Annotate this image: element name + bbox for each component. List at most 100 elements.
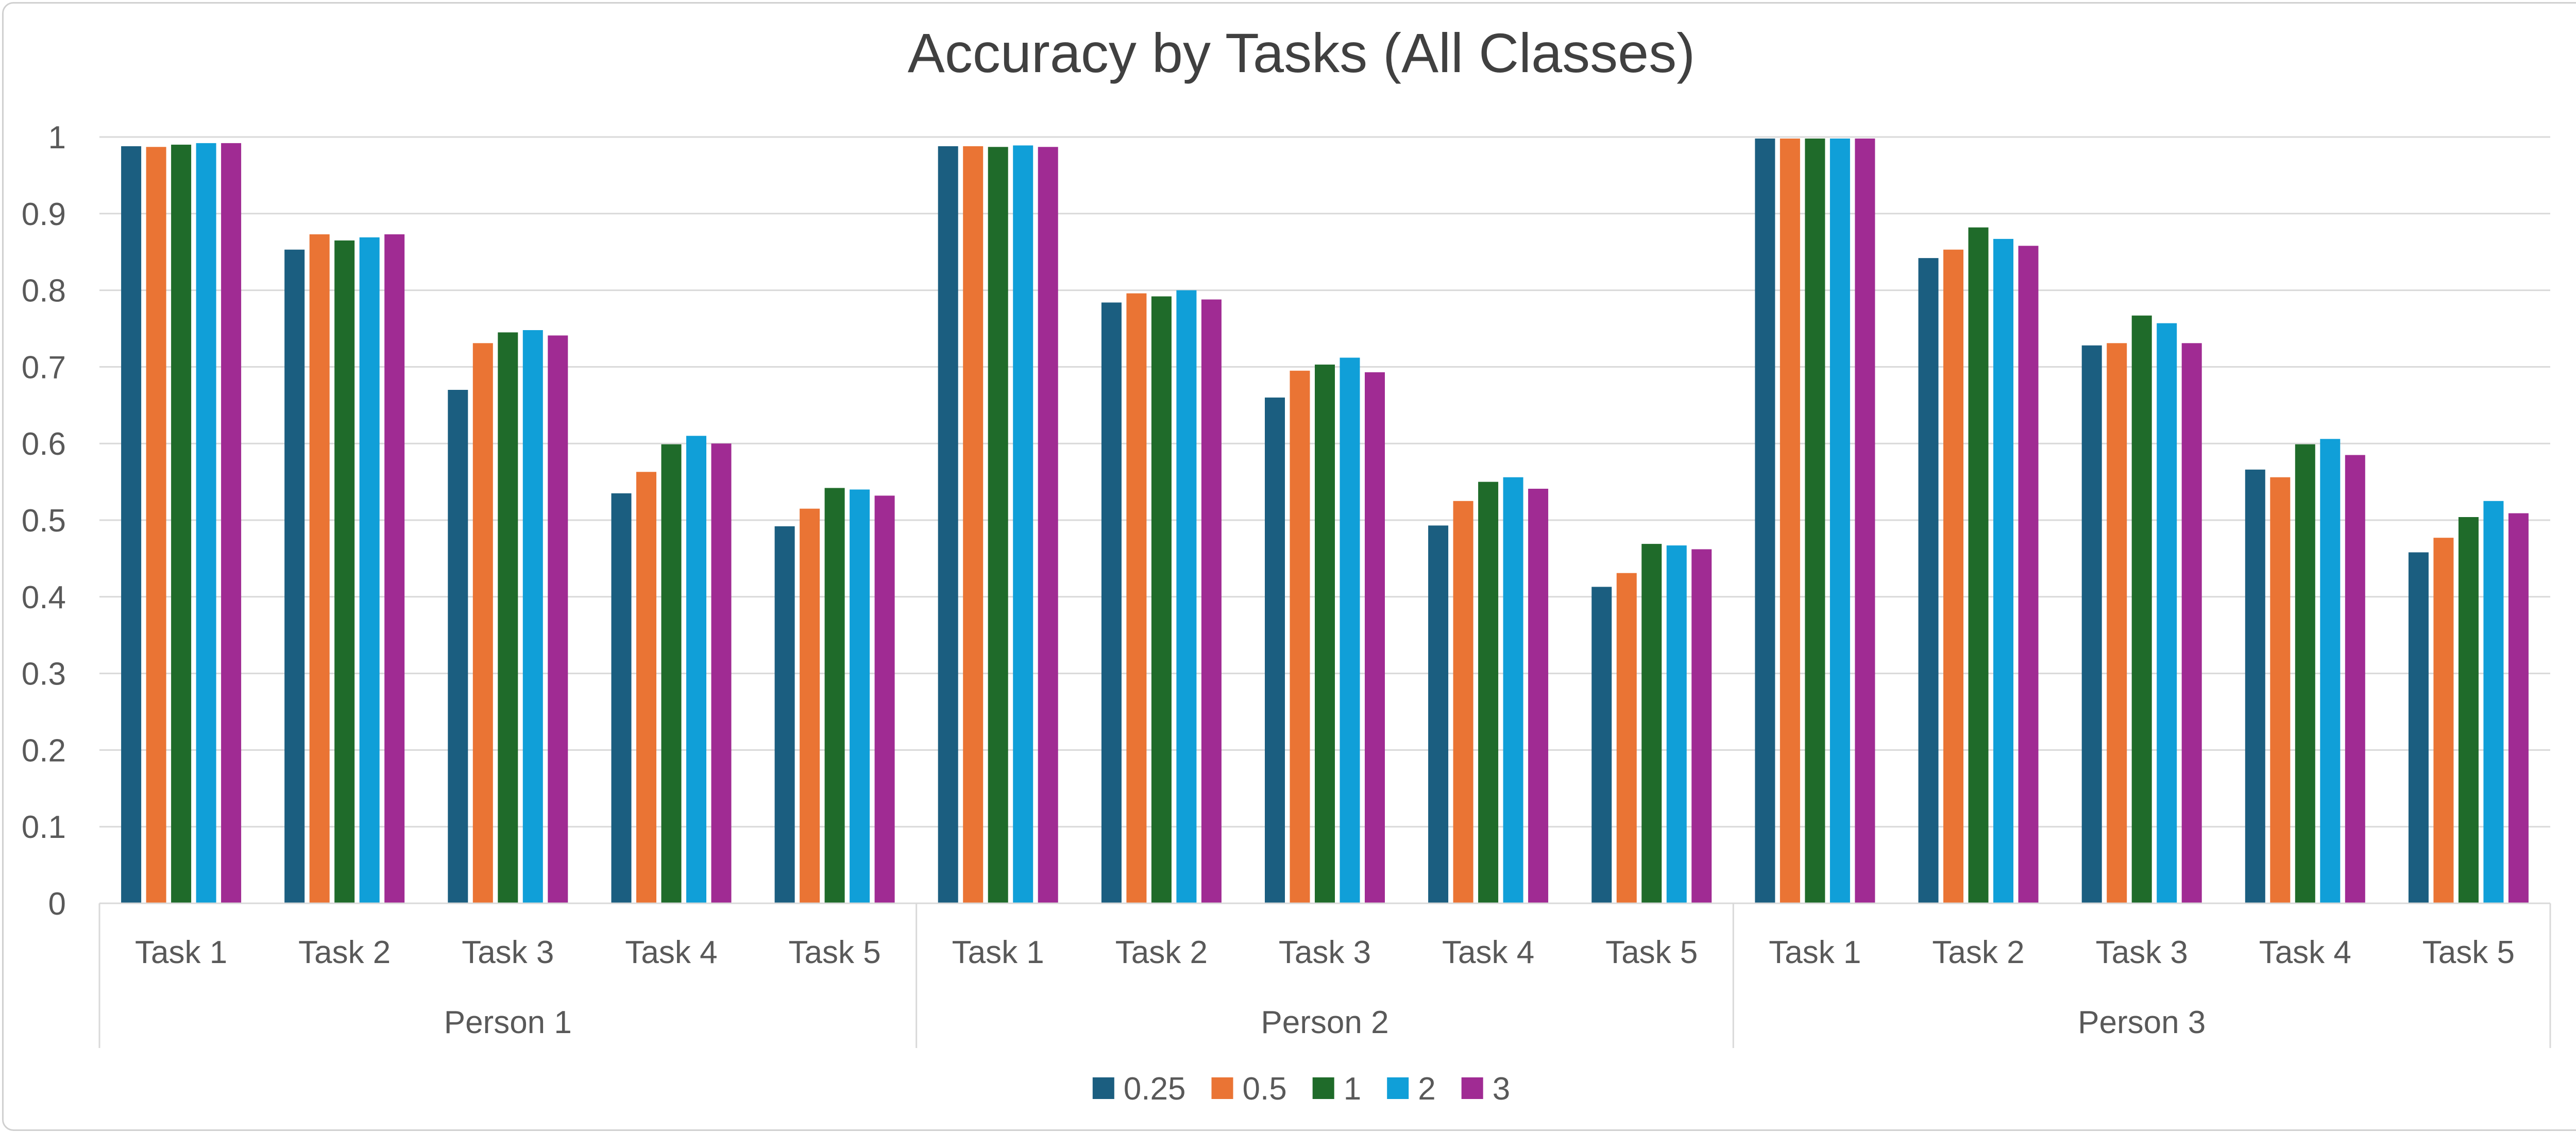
y-tick-label: 0.7 (22, 350, 66, 385)
bar-person-3-task-2-series-3 (2018, 246, 2039, 903)
y-tick-label: 0.8 (22, 273, 66, 309)
x-group-label: Person 2 (1261, 1005, 1388, 1040)
bar-person-1-task-3-series-0.5 (472, 343, 493, 903)
x-category-label: Task 1 (952, 935, 1044, 970)
bars (121, 139, 2529, 904)
legend: 0.25 0.5 1 2 3 (1092, 1071, 1510, 1107)
y-tick-label: 0 (48, 886, 66, 922)
bar-person-3-task-3-series-1 (2131, 315, 2152, 904)
bar-person-1-task-1-series-2 (196, 143, 216, 903)
chart-title: Accuracy by Tasks (All Classes) (908, 22, 1695, 84)
y-tick-label: 0.5 (22, 503, 66, 539)
bar-person-3-task-4-series-3 (2345, 455, 2365, 903)
bar-person-1-task-4-series-0.5 (636, 472, 656, 903)
bar-person-3-task-3-series-0.25 (2081, 345, 2102, 904)
y-tick-label: 0.1 (22, 810, 66, 845)
legend-swatch-2 (1387, 1077, 1409, 1099)
x-category-label: Task 2 (1115, 935, 1208, 970)
bar-person-2-task-2-series-0.25 (1101, 302, 1122, 903)
legend-swatch-3 (1461, 1077, 1483, 1099)
bar-person-2-task-3-series-0.25 (1265, 397, 1285, 903)
bar-person-3-task-2-series-2 (1993, 238, 2013, 903)
y-tick-label: 0.3 (22, 657, 66, 692)
bar-person-1-task-1-series-1 (171, 144, 192, 903)
bar-person-1-task-5-series-1 (824, 488, 845, 903)
bar-person-3-task-4-series-2 (2320, 439, 2341, 903)
bar-person-3-task-2-series-0.25 (1918, 258, 1939, 904)
legend-swatch-0.25 (1092, 1077, 1114, 1099)
bar-person-1-task-3-series-1 (498, 332, 518, 903)
bar-person-2-task-5-series-3 (1691, 549, 1712, 903)
legend-swatch-0.5 (1211, 1077, 1233, 1099)
bar-person-2-task-2-series-1 (1151, 296, 1172, 903)
x-axis: Task 1 Task 2 Task 3 Task 4 Task 5 Person 1 Ta… (98, 902, 2551, 1048)
bar-person-1-task-3-series-3 (548, 335, 568, 903)
bar-person-2-task-5-series-0.5 (1616, 573, 1637, 903)
y-axis-tick-labels: 0 0.1 0.2 0.3 0.4 0.5 0.6 0.7 0.8 0.9 1 (22, 120, 66, 922)
bar-person-2-task-4-series-0.5 (1453, 501, 1473, 903)
bar-person-3-task-1-series-2 (1829, 139, 1850, 903)
bar-person-2-task-2-series-2 (1176, 290, 1197, 903)
bar-person-2-task-3-series-0.5 (1290, 370, 1310, 903)
bar-person-2-task-1-series-3 (1038, 147, 1058, 903)
bar-person-3-task-1-series-0.25 (1755, 139, 1775, 903)
bar-person-2-task-1-series-0.25 (938, 146, 958, 903)
bar-person-3-task-5-series-3 (2508, 513, 2529, 903)
y-tick-label: 0.6 (22, 426, 66, 462)
y-tick-label: 0.9 (22, 197, 66, 232)
bar-person-1-task-2-series-3 (384, 234, 405, 903)
x-category-label: Task 5 (1605, 935, 1698, 970)
bar-person-1-task-2-series-0.5 (309, 234, 330, 903)
x-category-label: Task 2 (1932, 935, 2024, 970)
bar-person-3-task-5-series-0.25 (2408, 552, 2429, 903)
x-category-label: Task 4 (625, 935, 717, 970)
bar-person-3-task-1-series-0.5 (1780, 139, 1800, 903)
bar-person-1-task-2-series-2 (359, 237, 380, 903)
bar-person-1-task-4-series-0.25 (611, 493, 632, 903)
bar-person-3-task-1-series-1 (1805, 139, 1825, 903)
x-category-label: Task 3 (1279, 935, 1371, 970)
x-category-label: Task 3 (2096, 935, 2188, 970)
bar-person-2-task-4-series-0.25 (1428, 525, 1449, 903)
bar-person-2-task-3-series-2 (1340, 357, 1360, 903)
bar-person-1-task-1-series-0.5 (146, 147, 166, 903)
legend-label: 3 (1493, 1071, 1510, 1107)
bar-person-2-task-1-series-1 (988, 147, 1008, 903)
x-category-label: Task 4 (2259, 935, 2351, 970)
bar-person-1-task-1-series-3 (221, 143, 242, 903)
x-group-label: Person 3 (2078, 1005, 2206, 1040)
bar-person-2-task-2-series-0.5 (1126, 293, 1147, 903)
bar-person-1-task-4-series-1 (661, 444, 682, 903)
x-category-label: Task 2 (298, 935, 391, 970)
bar-person-1-task-1-series-0.25 (121, 146, 142, 903)
bar-person-3-task-5-series-1 (2458, 517, 2479, 903)
bar-person-3-task-3-series-0.5 (2107, 343, 2127, 903)
x-category-label: Task 1 (135, 935, 227, 970)
bar-person-2-task-3-series-3 (1365, 372, 1385, 903)
bar-person-3-task-2-series-0.5 (1943, 249, 1963, 904)
legend-label: 2 (1418, 1071, 1435, 1107)
bar-person-1-task-5-series-0.25 (774, 526, 795, 903)
bar-person-2-task-4-series-2 (1503, 477, 1523, 903)
x-category-label: Task 4 (1442, 935, 1534, 970)
x-category-label: Task 3 (462, 935, 554, 970)
bar-person-2-task-2-series-3 (1201, 299, 1222, 903)
x-group-label: Person 1 (444, 1005, 572, 1040)
bar-person-1-task-3-series-0.25 (448, 390, 468, 903)
bar-person-3-task-3-series-2 (2157, 323, 2177, 903)
bar-person-2-task-1-series-2 (1013, 145, 1033, 903)
bar-person-3-task-4-series-0.5 (2270, 477, 2291, 903)
bar-person-2-task-4-series-1 (1478, 482, 1499, 903)
bar-person-1-task-3-series-2 (522, 330, 543, 903)
bar-person-1-task-5-series-0.5 (800, 508, 820, 903)
bar-person-3-task-3-series-3 (2181, 343, 2202, 903)
bar-person-1-task-5-series-3 (874, 495, 895, 903)
bar-person-2-task-3-series-1 (1315, 364, 1335, 903)
legend-label: 1 (1344, 1071, 1361, 1107)
legend-label: 0.5 (1243, 1071, 1287, 1107)
bar-person-2-task-5-series-0.25 (1591, 587, 1612, 903)
bar-person-1-task-2-series-0.25 (284, 249, 305, 904)
bar-person-3-task-2-series-1 (1968, 227, 1989, 904)
